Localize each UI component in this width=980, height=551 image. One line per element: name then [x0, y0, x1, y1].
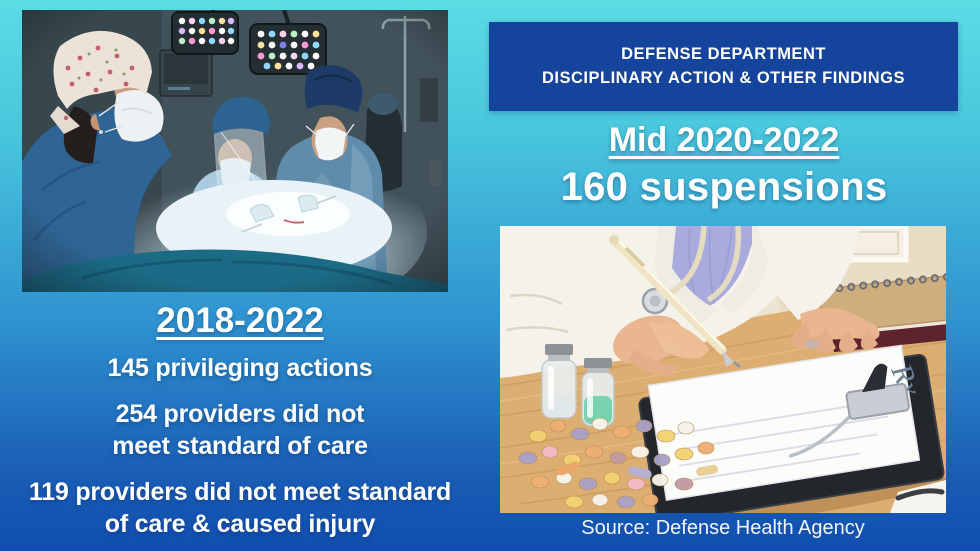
clipboard-photo: Rx	[500, 226, 946, 513]
left-stats-panel: 2018-2022 145 privileging actions 254 pr…	[5, 301, 475, 540]
stat-standard-of-care: 254 providers did not meet standard of c…	[112, 400, 368, 460]
left-period-heading: 2018-2022	[156, 301, 324, 340]
source-caption: Source: Defense Health Agency	[581, 517, 865, 539]
right-stats-panel: Mid 2020-2022 160 suspensions	[490, 121, 958, 210]
surgery-photo-illustration	[22, 10, 448, 292]
clipboard-photo-illustration: Rx	[500, 226, 946, 513]
suspensions-stat: 160 suspensions	[560, 165, 888, 209]
banner-line-2: DISCIPLINARY ACTION & OTHER FINDINGS	[542, 69, 905, 87]
surgery-photo	[22, 10, 448, 292]
banner-line-1: DEFENSE DEPARTMENT	[621, 45, 826, 63]
title-banner: DEFENSE DEPARTMENT DISCIPLINARY ACTION &…	[489, 22, 958, 111]
stat-privileging-actions: 145 privileging actions	[107, 354, 373, 382]
right-period-heading: Mid 2020-2022	[608, 121, 840, 159]
stat-caused-injury: 119 providers did not meet standard of c…	[28, 478, 452, 538]
